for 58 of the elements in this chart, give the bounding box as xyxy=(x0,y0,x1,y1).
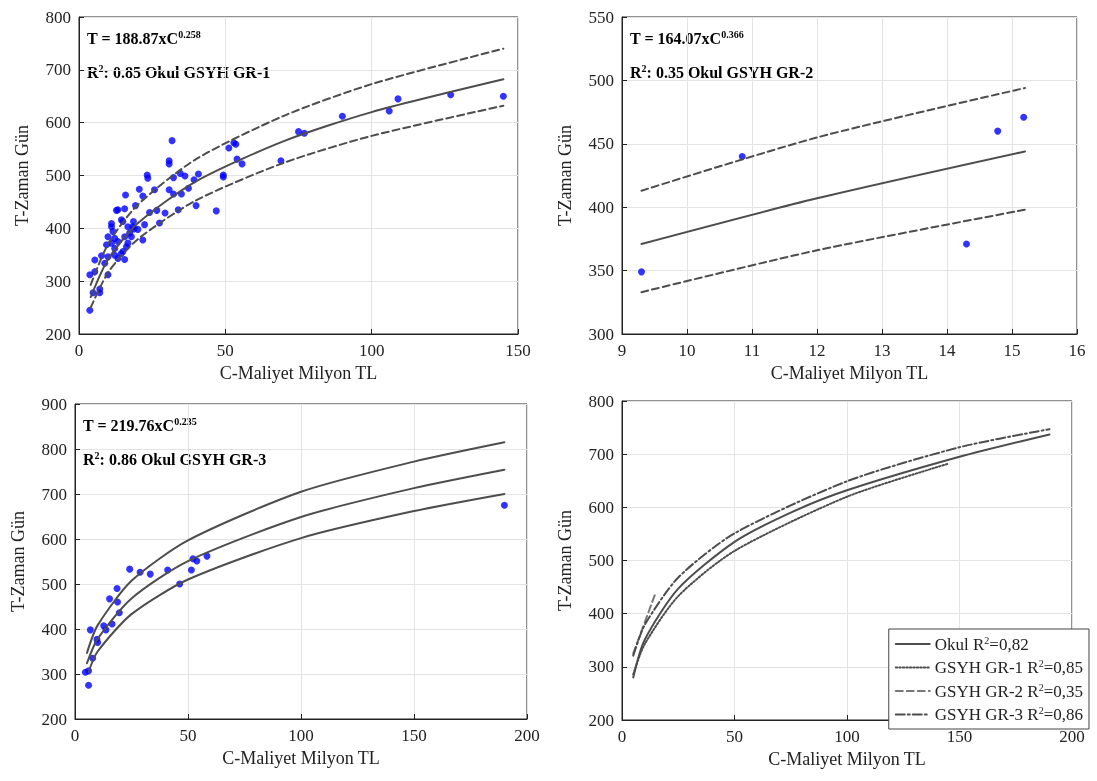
x-tick-label: 100 xyxy=(358,341,385,360)
x-tick-label: 50 xyxy=(179,726,197,745)
x-tick-label: 10 xyxy=(678,341,696,360)
x-tick-label: 0 xyxy=(617,727,627,746)
y-tick-label: 300 xyxy=(45,271,71,291)
x-tick-label: 200 xyxy=(514,726,540,745)
y-tick-label: 450 xyxy=(588,134,614,154)
y-axis-title: T-Zaman Gün xyxy=(12,125,32,226)
y-tick-label: 400 xyxy=(41,619,67,639)
y-tick-label: 800 xyxy=(41,439,67,459)
x-tick-label: 12 xyxy=(808,341,826,360)
x-axis-title: C-Maliyet Milyon TL xyxy=(219,363,378,383)
y-tick-label: 550 xyxy=(588,7,614,27)
y-tick-label: 900 xyxy=(41,394,67,414)
y-tick-label: 200 xyxy=(41,709,67,729)
y-tick-label: 600 xyxy=(45,113,71,133)
y-tick-label: 400 xyxy=(45,218,71,238)
y-tick-label: 600 xyxy=(41,529,67,549)
x-tick-label: 150 xyxy=(401,726,427,745)
y-tick-label: 700 xyxy=(45,60,71,80)
y-axis-title: T-Zaman Gün xyxy=(555,125,575,226)
y-tick-label: 350 xyxy=(588,261,614,281)
y-tick-label: 500 xyxy=(45,166,71,185)
x-tick-label: 150 xyxy=(946,727,973,746)
y-tick-label: 800 xyxy=(45,7,71,27)
y-tick-label: 700 xyxy=(41,484,67,504)
y-tick-label: 400 xyxy=(588,197,614,217)
y-tick-label: 600 xyxy=(588,497,614,517)
y-axis-title: T-Zaman Gün xyxy=(8,511,28,612)
x-tick-label: 0 xyxy=(74,341,84,360)
x-axis-title: C-Maliyet Milyon TL xyxy=(222,748,380,768)
x-axis-title: C-Maliyet Milyon TL xyxy=(768,749,926,769)
x-tick-label: 200 xyxy=(1059,727,1085,746)
y-tick-label: 300 xyxy=(588,657,614,677)
x-tick-label: 0 xyxy=(70,726,80,745)
x-tick-label: 14 xyxy=(938,341,956,360)
y-tick-label: 500 xyxy=(588,551,614,570)
y-tick-label: 500 xyxy=(588,70,614,90)
y-tick-label: 300 xyxy=(588,324,614,344)
y-axis-title: T-Zaman Gün xyxy=(555,510,575,611)
x-tick-label: 50 xyxy=(216,341,234,360)
y-tick-label: 500 xyxy=(41,574,67,594)
x-tick-label: 15 xyxy=(1003,341,1021,360)
x-tick-label: 50 xyxy=(726,727,743,746)
x-tick-label: 11 xyxy=(743,341,761,360)
x-tick-label: 16 xyxy=(1068,341,1086,360)
x-tick-label: 100 xyxy=(834,727,860,746)
y-tick-label: 400 xyxy=(588,604,614,624)
x-tick-label: 9 xyxy=(617,341,627,360)
x-tick-label: 150 xyxy=(505,341,531,360)
y-tick-label: 800 xyxy=(588,391,614,411)
y-tick-label: 300 xyxy=(41,664,67,684)
x-tick-label: 13 xyxy=(873,341,891,360)
y-tick-label: 200 xyxy=(45,324,71,344)
x-tick-label: 100 xyxy=(288,726,314,745)
x-axis-title: C-Maliyet Milyon TL xyxy=(770,363,929,383)
y-tick-label: 200 xyxy=(588,710,614,730)
y-tick-label: 700 xyxy=(588,444,614,464)
